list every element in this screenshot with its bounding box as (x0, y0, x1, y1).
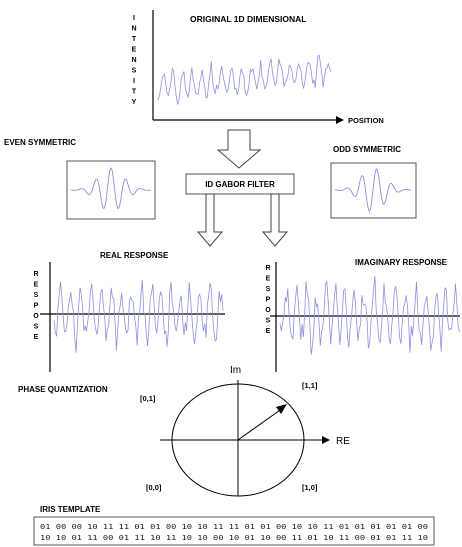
down-arrow-to-imaginary-icon (261, 193, 289, 247)
iris-template-box (33, 516, 435, 546)
quadrant-00-label: [0,0] (146, 483, 162, 492)
im-axis-label: Im (230, 365, 241, 376)
gabor-filter-box (185, 173, 295, 195)
odd-symmetric-label: ODD SYMMETRIC (333, 145, 401, 154)
gabor-filter-label: ID GABOR FILTER (205, 180, 275, 189)
re-axis-label: RE (336, 436, 350, 447)
unit-circle (171, 383, 305, 497)
down-arrow-to-filter-icon (216, 129, 262, 169)
down-arrow-to-real-icon (196, 193, 224, 247)
real-response-label: REAL RESPONSE (100, 251, 169, 260)
real-response-waveform (53, 279, 224, 353)
even-symmetric-box (66, 160, 156, 220)
position-axis-label: POSITION (348, 116, 384, 125)
imaginary-response-waveform (279, 275, 460, 355)
quadrant-01-label: [0,1] (140, 394, 156, 403)
even-symmetric-kernel (71, 167, 151, 209)
odd-symmetric-kernel (335, 168, 411, 212)
original-signal-waveform (157, 54, 332, 106)
original-x-axis-arrow-icon (336, 116, 344, 124)
re-axis-arrow-icon (322, 436, 330, 444)
phasor-arrow-icon (276, 404, 287, 414)
phase-quantization-label: PHASE QUANTIZATION (18, 385, 108, 394)
original-signal-title: ORIGINAL 1D DIMENSIONAL (190, 14, 307, 24)
even-symmetric-label: EVEN SYMMETRIC (4, 138, 76, 147)
iris-template-label: IRIS TEMPLATE (40, 505, 101, 514)
imaginary-response-label: IMAGINARY RESPONSE (355, 258, 448, 267)
odd-symmetric-box (330, 162, 417, 219)
quadrant-11-label: [1,1] (302, 381, 318, 390)
quadrant-10-label: [1,0] (302, 483, 318, 492)
iris-template-row-1: 01 00 00 10 11 11 01 01 00 10 10 11 11 0… (40, 523, 428, 531)
iris-template-row-2: 10 10 01 11 00 01 11 10 11 10 10 00 10 0… (40, 534, 428, 542)
phasor-vector (237, 407, 284, 441)
